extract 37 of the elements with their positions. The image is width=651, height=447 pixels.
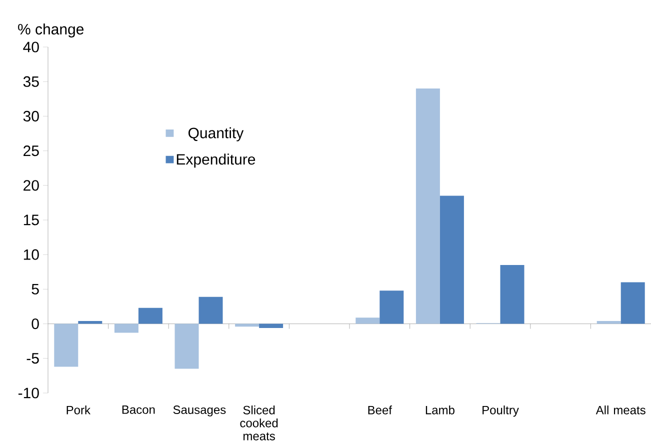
y-tick-label: 25: [24, 145, 39, 156]
bar: [138, 308, 162, 324]
bar: [356, 318, 380, 324]
y-tick-label: 10: [24, 249, 39, 260]
y-tick-label: -10: [18, 388, 39, 398]
y-tick-label: 40: [23, 42, 39, 52]
legend-label: Expenditure: [176, 154, 256, 168]
bar: [78, 321, 102, 324]
bar: [416, 88, 440, 324]
bar: [440, 196, 464, 324]
bar: [596, 321, 621, 324]
bar: [620, 282, 645, 324]
bar: [380, 290, 404, 324]
y-tick-label: 20: [24, 180, 39, 191]
y-tick-label: 15: [24, 214, 39, 226]
y-axis-title: % change: [18, 23, 84, 38]
y-tick-label: -5: [26, 353, 39, 364]
x-tick-label: Pork: [66, 406, 90, 414]
bar: [174, 324, 199, 369]
x-tick-label: Poultry: [482, 406, 519, 417]
x-tick-label: Sausages: [173, 406, 226, 416]
x-tick-label: Beef: [368, 406, 392, 414]
bar: [114, 324, 138, 333]
bar: [235, 324, 260, 327]
y-tick-label: 35: [23, 76, 39, 87]
x-tick-label: Bacon: [122, 406, 155, 414]
legend-label: Quantity: [188, 127, 244, 142]
y-tick-label: 5: [32, 284, 39, 294]
bar: [54, 324, 78, 367]
y-tick-label: 0: [32, 318, 39, 330]
bar: [198, 296, 223, 324]
x-tick-label: Sliced cooked meats: [240, 406, 278, 440]
y-tick-label: 30: [23, 110, 39, 122]
x-tick-label: Lamb: [426, 406, 454, 414]
bar: [500, 264, 524, 324]
x-tick-label: All meats: [596, 406, 646, 414]
bar: [259, 324, 284, 328]
